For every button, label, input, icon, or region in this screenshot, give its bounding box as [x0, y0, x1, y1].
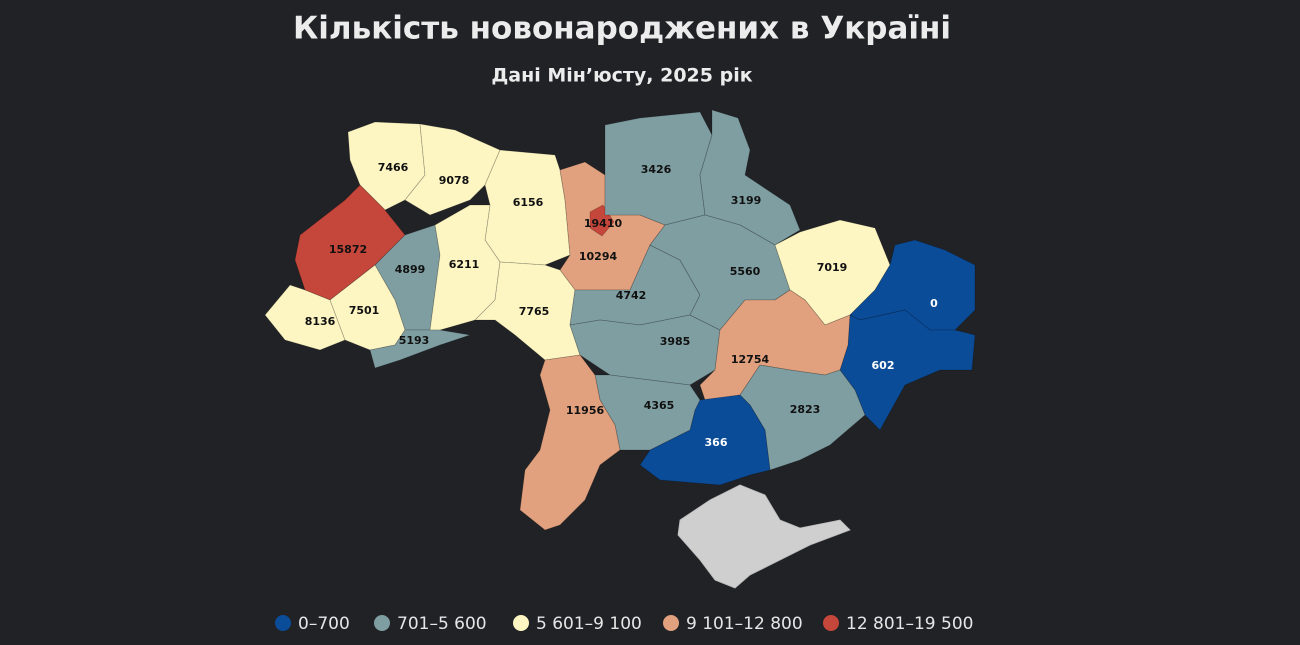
region-label: 0	[930, 297, 938, 310]
subtitle: Дані Мін’юсту, 2025 рік	[491, 65, 752, 87]
region-label: 5193	[399, 334, 430, 347]
region-label: 9078	[439, 174, 470, 187]
legend-swatch	[374, 615, 390, 631]
region-label: 4899	[395, 263, 426, 276]
region	[594, 374, 701, 451]
region-label: 3426	[641, 163, 672, 176]
region	[404, 123, 501, 216]
region-label: 6156	[513, 196, 544, 209]
region-label: 8136	[305, 315, 336, 328]
region-label: 3199	[731, 194, 762, 207]
region	[839, 309, 976, 431]
region-label: 6211	[449, 258, 480, 271]
legend-label: 12 801–19 500	[846, 614, 973, 634]
region-label: 7501	[349, 304, 380, 317]
region-label: 7765	[519, 305, 550, 318]
region-label: 4365	[644, 399, 675, 412]
region	[699, 109, 801, 246]
region-label: 5560	[730, 265, 761, 278]
region-label: 3985	[660, 335, 691, 348]
legend-swatch	[513, 615, 529, 631]
region-label: 7466	[378, 161, 409, 174]
legend-swatch	[823, 615, 839, 631]
region-label: 602	[872, 359, 895, 372]
region-label: 7019	[817, 261, 848, 274]
region-label: 2823	[790, 403, 821, 416]
region	[369, 329, 471, 369]
legend-label: 5 601–9 100	[536, 614, 642, 634]
region-label: 10294	[579, 250, 618, 263]
legend: 0–700 701–5 600 5 601–9 100 9 101–12 800 12 …	[275, 614, 973, 634]
legend-label: 701–5 600	[397, 614, 487, 634]
region-label: 11956	[566, 404, 605, 417]
region-label: 366	[705, 436, 728, 449]
region-label: 12754	[731, 353, 770, 366]
legend-label: 0–700	[298, 614, 350, 634]
region-label: 15872	[329, 243, 367, 256]
legend-label: 9 101–12 800	[686, 614, 803, 634]
region-labels: 7466 9078 6156 10294 19410 3426 3199 15872 4899 6…	[305, 161, 938, 449]
regions	[264, 109, 976, 531]
crimea	[677, 484, 851, 589]
title: Кількість новонароджених в Україні	[293, 11, 951, 47]
legend-swatch	[663, 615, 679, 631]
region-label: 4742	[616, 289, 647, 302]
region	[519, 354, 621, 531]
legend-swatch	[275, 615, 291, 631]
region-label: 19410	[584, 217, 623, 230]
